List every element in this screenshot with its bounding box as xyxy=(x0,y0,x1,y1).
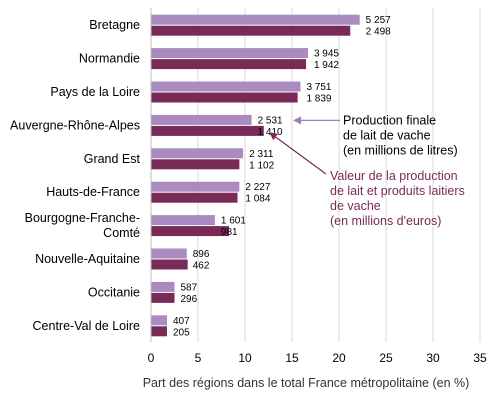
value-label-valeur: 296 xyxy=(181,294,198,305)
value-label-production: 2 227 xyxy=(245,182,270,193)
bar-production xyxy=(151,48,308,59)
value-label-production: 2 311 xyxy=(249,149,274,160)
annotation-valeur-text: de lait et produits laitiers xyxy=(330,184,465,198)
category-label: Hauts-de-France xyxy=(46,185,140,199)
x-tick-label: 20 xyxy=(332,351,346,365)
value-label-production: 587 xyxy=(181,282,198,293)
annotation-valeur-text: (en millions d'euros) xyxy=(330,214,441,228)
value-label-production: 407 xyxy=(173,316,190,327)
value-label-valeur: 1 084 xyxy=(245,194,270,205)
annotation-valeur-text: de vache xyxy=(330,199,381,213)
value-label-production: 3 751 xyxy=(306,82,331,93)
value-label-production: 5 257 xyxy=(366,15,391,26)
value-label-valeur: 462 xyxy=(193,261,210,272)
value-label-valeur: 981 xyxy=(221,227,238,238)
x-tick-label: 15 xyxy=(285,351,299,365)
category-label: Grand Est xyxy=(84,152,141,166)
annotation-production-text: Production finale xyxy=(343,113,436,127)
bar-valeur xyxy=(151,192,238,203)
value-label-production: 3 945 xyxy=(314,49,339,60)
bars xyxy=(151,14,360,337)
category-label: Centre-Val de Loire xyxy=(33,319,141,333)
value-label-valeur: 1 102 xyxy=(249,160,274,171)
value-label-valeur: 1 410 xyxy=(258,127,283,138)
bar-production xyxy=(151,248,187,259)
bar-production xyxy=(151,114,252,125)
value-label-production: 2 531 xyxy=(258,115,283,126)
bar-valeur xyxy=(151,25,351,36)
bar-production xyxy=(151,215,215,226)
bar-valeur xyxy=(151,226,230,237)
bar-valeur xyxy=(151,92,298,103)
bar-production xyxy=(151,81,301,92)
value-label-production: 1 601 xyxy=(221,216,246,227)
x-tick-label: 5 xyxy=(195,351,202,365)
bar-production xyxy=(151,14,360,25)
annotation-production-text: (en millions de litres) xyxy=(343,143,458,157)
bar-production xyxy=(151,315,167,326)
bar-production xyxy=(151,281,175,292)
category-label: Pays de la Loire xyxy=(50,85,140,99)
bar-valeur xyxy=(151,259,188,270)
category-label: Nouvelle-Aquitaine xyxy=(35,252,140,266)
category-label: Bretagne xyxy=(89,18,140,32)
category-label: Bourgogne-Franche- xyxy=(25,211,140,225)
value-label-valeur: 205 xyxy=(173,327,190,338)
category-label: Occitanie xyxy=(88,285,140,299)
bar-production xyxy=(151,181,240,192)
bar-valeur xyxy=(151,159,240,170)
bar-production xyxy=(151,148,244,159)
category-label: Auvergne-Rhône-Alpes xyxy=(10,118,140,132)
annotation-valeur-text: Valeur de la production xyxy=(330,169,458,183)
bar-valeur xyxy=(151,59,307,70)
category-label: Normandie xyxy=(79,52,140,66)
bar-valeur xyxy=(151,292,175,303)
x-tick-label: 35 xyxy=(473,351,487,365)
x-axis-title: Part des régions dans le total France mé… xyxy=(143,376,470,390)
x-tick-label: 10 xyxy=(238,351,252,365)
annotation-production-text: de lait de vache xyxy=(343,128,431,142)
x-tick-label: 25 xyxy=(379,351,393,365)
bar-valeur xyxy=(151,125,264,136)
value-label-valeur: 2 498 xyxy=(366,27,391,38)
x-tick-label: 0 xyxy=(148,351,155,365)
category-label: Comté xyxy=(103,226,140,240)
value-label-valeur: 1 839 xyxy=(306,94,331,105)
x-tick-label: 30 xyxy=(426,351,440,365)
value-label-valeur: 1 942 xyxy=(314,60,339,71)
value-label-production: 896 xyxy=(193,249,210,260)
bar-valeur xyxy=(151,326,167,337)
annotation-arrow-valeur xyxy=(269,132,327,175)
